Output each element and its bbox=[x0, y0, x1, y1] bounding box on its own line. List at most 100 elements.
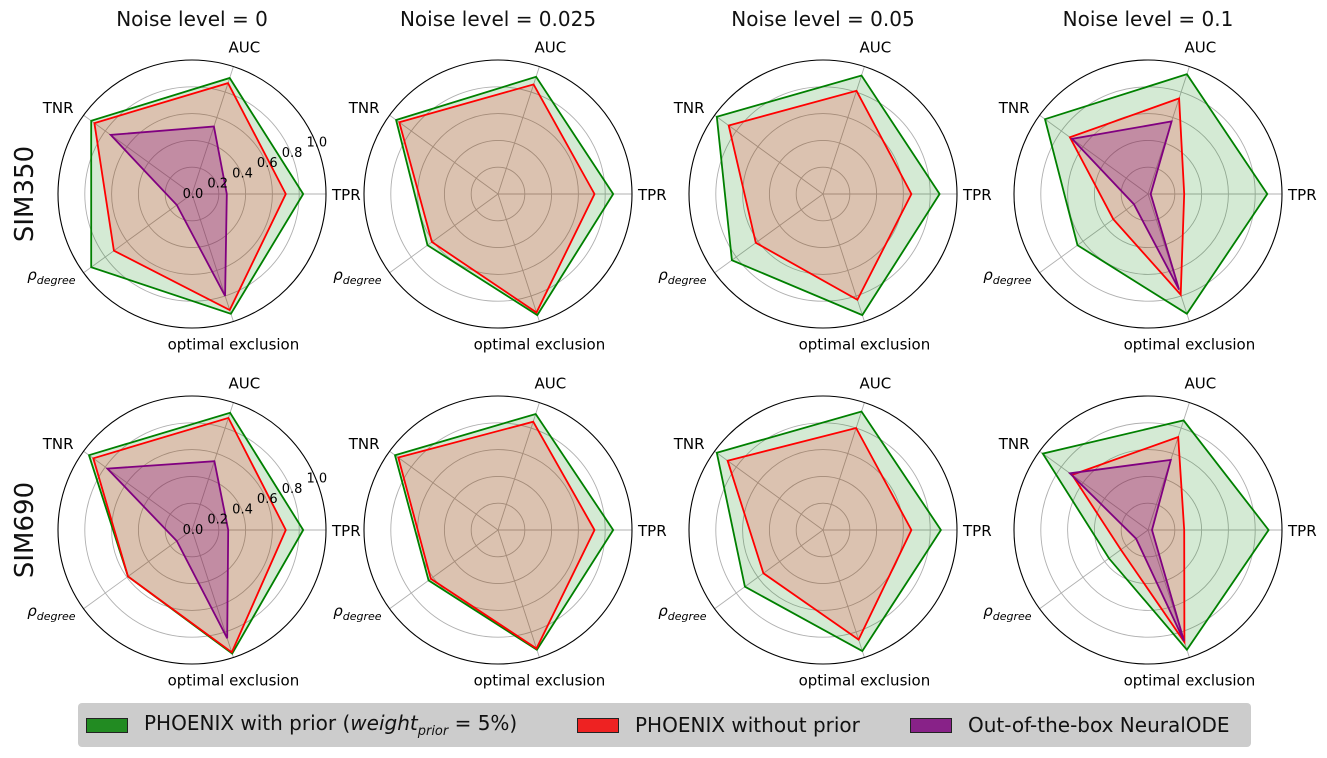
series-without-prior-polygon bbox=[92, 416, 287, 654]
legend-item-neuralode: Out-of-the-box NeuralODE bbox=[910, 703, 1230, 747]
spoke-line bbox=[191, 193, 234, 322]
series-without-prior-polygon bbox=[727, 89, 913, 302]
column-title-0: Noise level = 0 bbox=[116, 7, 268, 31]
axis-label-tpr: TPR bbox=[637, 522, 667, 540]
spoke-line bbox=[714, 450, 824, 531]
spoke-line bbox=[1039, 450, 1149, 531]
radial-tick-label: 0.0 bbox=[183, 187, 204, 202]
row-label-1: SIM690 bbox=[10, 482, 40, 578]
radial-tick-label: 0.0 bbox=[183, 523, 204, 538]
outer-circle bbox=[1013, 395, 1283, 665]
spoke-line bbox=[83, 114, 193, 195]
axis-label-rho-degree: ρdegree bbox=[333, 266, 382, 287]
column-title-1: Noise level = 0.025 bbox=[400, 7, 596, 31]
axis-label-optimal-exclusion: optimal exclusion bbox=[474, 335, 606, 353]
spoke-line bbox=[822, 402, 865, 531]
series-without-prior-polygon bbox=[397, 420, 596, 650]
axis-label-optimal-exclusion: optimal exclusion bbox=[1124, 671, 1256, 689]
axis-label-auc: AUC bbox=[229, 39, 261, 57]
legend: PHOENIX with prior (weightprior = 5%) PH… bbox=[78, 703, 1251, 747]
axis-label-tpr: TPR bbox=[1287, 186, 1317, 204]
series-without-prior-polygon bbox=[398, 83, 596, 314]
legend-label-neuralode: Out-of-the-box NeuralODE bbox=[968, 713, 1230, 737]
axis-label-tpr: TPR bbox=[962, 186, 992, 204]
axis-label-optimal-exclusion: optimal exclusion bbox=[1124, 335, 1256, 353]
spoke-line bbox=[83, 193, 193, 274]
series-with-prior-polygon bbox=[87, 411, 305, 655]
axis-label-auc: AUC bbox=[535, 39, 567, 57]
axis-label-tnr: TNR bbox=[348, 99, 380, 117]
radial-tick-label: 0.2 bbox=[207, 513, 228, 528]
spoke-line bbox=[389, 450, 499, 531]
spoke-line bbox=[714, 114, 824, 195]
radar-chart-0-3: TPR AUC TNR ρdegree optimal exclusion bbox=[983, 39, 1316, 354]
radar-chart-1-3: TPR AUC TNR ρdegree optimal exclusion bbox=[983, 375, 1316, 690]
radial-tick-label: 1.0 bbox=[306, 472, 327, 487]
axis-label-rho-degree: ρdegree bbox=[27, 602, 76, 623]
spoke-line bbox=[822, 529, 865, 658]
axis-label-optimal-exclusion: optimal exclusion bbox=[168, 671, 300, 689]
radial-tick-label: 1.0 bbox=[306, 136, 327, 151]
radar-chart-1-2: TPR AUC TNR ρdegree optimal exclusion bbox=[658, 375, 991, 690]
legend-label-with-prior: PHOENIX with prior (weightprior = 5%) bbox=[144, 711, 518, 739]
axis-label-tpr: TPR bbox=[331, 186, 361, 204]
radar-chart-1-0: TPR AUC TNR ρdegree optimal exclusion 0.00.2 0… bbox=[27, 375, 360, 690]
legend-item-without-prior: PHOENIX without prior bbox=[577, 703, 860, 747]
radial-tick-label: 0.2 bbox=[207, 177, 228, 192]
spoke-line bbox=[83, 450, 193, 531]
series-with-prior-polygon bbox=[90, 76, 305, 315]
axis-label-tnr: TNR bbox=[348, 435, 380, 453]
outer-circle bbox=[688, 59, 958, 329]
axis-label-auc: AUC bbox=[1185, 375, 1217, 393]
series-without-prior-polygon bbox=[726, 426, 913, 641]
outer-circle bbox=[363, 395, 633, 665]
legend-swatch-red bbox=[577, 717, 619, 733]
spoke-line bbox=[714, 529, 824, 610]
axis-label-tnr: TNR bbox=[673, 435, 705, 453]
radar-chart-1-1: TPR AUC TNR ρdegree optimal exclusion bbox=[333, 375, 666, 690]
radar-figure: Noise level = 0 Noise level = 0.025 Noise … bbox=[10, 7, 1317, 690]
spoke-line bbox=[191, 66, 234, 195]
spoke-line bbox=[1039, 114, 1149, 195]
column-title-3: Noise level = 0.1 bbox=[1063, 7, 1234, 31]
series-without-prior-polygon bbox=[1070, 435, 1186, 646]
radial-tick-label: 0.8 bbox=[282, 482, 303, 497]
axis-label-tnr: TNR bbox=[998, 99, 1030, 117]
axis-label-rho-degree: ρdegree bbox=[983, 266, 1032, 287]
radial-tick-label: 0.8 bbox=[282, 146, 303, 161]
spoke-line bbox=[822, 66, 865, 195]
series-with-prior-polygon bbox=[715, 74, 941, 317]
axis-label-auc: AUC bbox=[535, 375, 567, 393]
axis-label-rho-degree: ρdegree bbox=[983, 602, 1032, 623]
spoke-line bbox=[389, 193, 499, 274]
radar-chart-0-2: TPR AUC TNR ρdegree optimal exclusion bbox=[658, 39, 991, 354]
axis-label-optimal-exclusion: optimal exclusion bbox=[474, 671, 606, 689]
radial-tick-label: 0.6 bbox=[257, 156, 278, 171]
axis-label-auc: AUC bbox=[860, 375, 892, 393]
spoke-line bbox=[1039, 193, 1149, 274]
series-neuralode-polygon bbox=[108, 125, 228, 297]
spoke-line bbox=[389, 114, 499, 195]
spoke-line bbox=[497, 402, 540, 531]
axis-label-rho-degree: ρdegree bbox=[333, 602, 382, 623]
axis-label-tnr: TNR bbox=[42, 435, 74, 453]
spoke-line bbox=[191, 402, 234, 531]
radial-tick-label: 0.6 bbox=[257, 492, 278, 507]
outer-circle bbox=[1013, 59, 1283, 329]
axis-label-rho-degree: ρdegree bbox=[658, 602, 707, 623]
axis-label-tpr: TPR bbox=[962, 522, 992, 540]
axis-label-auc: AUC bbox=[860, 39, 892, 57]
outer-circle bbox=[57, 59, 327, 329]
series-neuralode-polygon bbox=[105, 460, 230, 639]
legend-label-without-prior: PHOENIX without prior bbox=[635, 713, 860, 737]
axis-label-optimal-exclusion: optimal exclusion bbox=[799, 671, 931, 689]
axis-label-rho-degree: ρdegree bbox=[27, 266, 76, 287]
outer-circle bbox=[363, 59, 633, 329]
axis-label-optimal-exclusion: optimal exclusion bbox=[799, 335, 931, 353]
radar-chart-0-0: TPR AUC TNR ρdegree optimal exclusion 0.00.2 0… bbox=[27, 39, 360, 354]
axis-label-tnr: TNR bbox=[998, 435, 1030, 453]
row-label-0: SIM350 bbox=[10, 146, 40, 242]
spoke-line bbox=[497, 66, 540, 195]
radar-chart-0-1: TPR AUC TNR ρdegree optimal exclusion bbox=[333, 39, 666, 354]
axis-label-tpr: TPR bbox=[1287, 522, 1317, 540]
